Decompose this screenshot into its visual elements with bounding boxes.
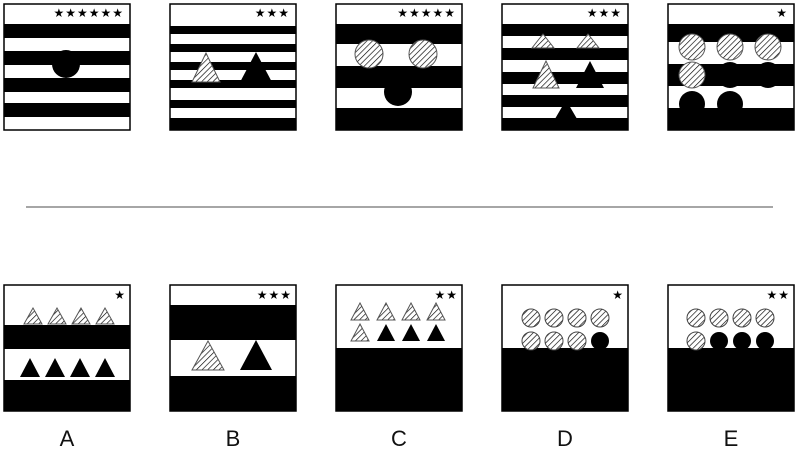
hatched-triangle xyxy=(532,59,560,89)
black-circle xyxy=(717,62,743,88)
hatched-circle xyxy=(521,308,541,328)
black-triangle xyxy=(20,358,40,377)
answer-panel-e-stars: ★★ xyxy=(766,288,790,302)
hatched-circle xyxy=(686,331,706,351)
black-circle xyxy=(384,78,412,106)
hatched-triangle xyxy=(575,33,601,49)
black-triangle xyxy=(95,358,115,377)
hatched-triangle xyxy=(376,301,396,321)
black-circle xyxy=(717,91,743,117)
top-panel-1 xyxy=(3,3,131,131)
black-circle xyxy=(733,332,751,350)
answer-panel-b-stars: ★★★ xyxy=(256,288,292,302)
black-circle xyxy=(591,332,609,350)
hatched-triangle xyxy=(191,339,225,371)
hatched-triangle xyxy=(350,301,370,321)
hatched-triangle xyxy=(71,306,91,325)
option-label-b[interactable]: B xyxy=(225,426,241,451)
black-triangle xyxy=(45,358,65,377)
top-panel-3 xyxy=(335,3,463,131)
black-triangle xyxy=(240,340,272,370)
hatched-circle xyxy=(521,331,541,351)
black-circle xyxy=(710,332,728,350)
hatched-circle xyxy=(754,33,782,61)
hatched-circle xyxy=(544,331,564,351)
black-circle xyxy=(755,62,781,88)
hatched-circle xyxy=(678,33,706,61)
option-label-d[interactable]: D xyxy=(557,426,573,451)
hatched-circle xyxy=(408,39,438,69)
hatched-circle xyxy=(755,308,775,328)
option-label-c[interactable]: C xyxy=(391,426,407,451)
hatched-circle xyxy=(732,308,752,328)
top-panel-4 xyxy=(501,3,629,131)
hatched-circle xyxy=(716,33,744,61)
black-circle xyxy=(756,332,774,350)
answer-panel-c[interactable] xyxy=(335,284,463,412)
answer-panel-a-stars: ★ xyxy=(114,288,126,302)
top-panel-2 xyxy=(169,3,297,131)
black-circle xyxy=(679,91,705,117)
hatched-circle xyxy=(544,308,564,328)
top-panel-3-stars: ★★★★★ xyxy=(395,6,458,20)
hatched-triangle xyxy=(191,51,221,83)
hatched-circle xyxy=(686,308,706,328)
black-triangle xyxy=(377,324,395,341)
black-triangle xyxy=(238,52,274,86)
black-triangle xyxy=(70,358,90,377)
black-triangle xyxy=(427,324,445,341)
hatched-triangle xyxy=(95,306,115,325)
answer-panel-a[interactable] xyxy=(3,284,131,412)
top-panel-5-stars: ★ xyxy=(774,6,790,20)
hatched-circle xyxy=(678,61,706,89)
hatched-triangle xyxy=(426,301,446,321)
top-panel-2-stars: ★★★ xyxy=(252,6,292,20)
hatched-triangle xyxy=(401,301,421,321)
option-label-e[interactable]: E xyxy=(723,426,739,451)
top-panel-4-stars: ★★★ xyxy=(584,6,624,20)
hatched-circle xyxy=(590,308,610,328)
hatched-circle xyxy=(354,39,384,69)
hatched-triangle xyxy=(530,33,556,49)
hatched-circle xyxy=(567,308,587,328)
option-label-a[interactable]: A xyxy=(59,426,75,451)
answer-panel-d-stars: ★ xyxy=(612,288,624,302)
black-triangle xyxy=(402,324,420,341)
top-panel-5 xyxy=(667,3,795,131)
answer-panel-c-stars: ★★ xyxy=(434,288,458,302)
answer-panel-b[interactable] xyxy=(169,284,297,412)
hatched-triangle xyxy=(47,306,67,325)
answer-panel-d[interactable] xyxy=(501,284,629,412)
black-semicircle xyxy=(52,50,80,78)
hatched-triangle xyxy=(350,322,370,342)
hatched-triangle xyxy=(23,306,43,325)
black-triangle xyxy=(576,61,604,88)
hatched-circle xyxy=(709,308,729,328)
hatched-circle xyxy=(567,331,587,351)
top-panel-1-stars: ★★★★★★ xyxy=(51,6,126,20)
black-triangle xyxy=(552,100,580,124)
answer-panel-e[interactable] xyxy=(667,284,795,412)
